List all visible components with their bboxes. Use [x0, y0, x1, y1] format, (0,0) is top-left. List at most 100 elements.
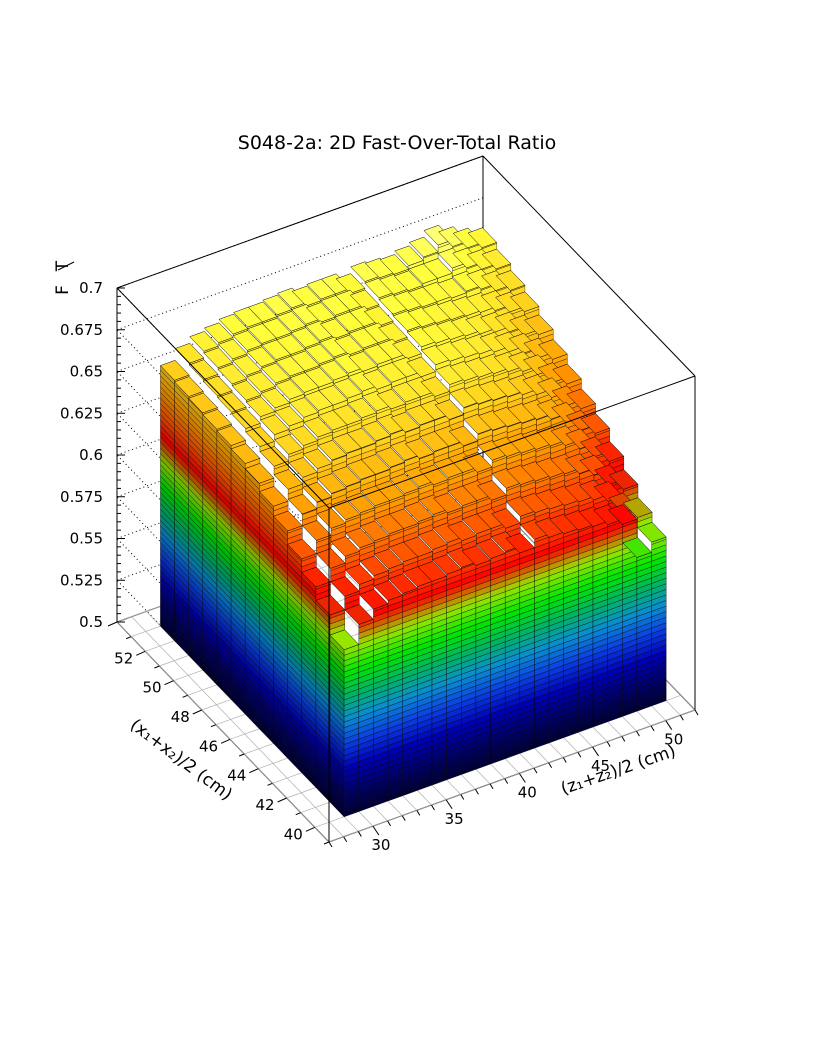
bar-top-face [507, 402, 537, 424]
bar-top-face [159, 360, 190, 381]
bar-top-face [230, 443, 261, 464]
bar-top-face [477, 440, 508, 461]
y-axis-tick [220, 738, 231, 744]
bar-top-face [321, 273, 351, 295]
bar-top-face [393, 290, 423, 311]
bar-top-face [259, 414, 290, 435]
bar-top-face [405, 376, 436, 398]
y-axis-tick [136, 650, 146, 656]
x-axis-tick [562, 757, 567, 763]
bar-top-face [203, 322, 234, 343]
bar-top-face [333, 353, 364, 374]
x-axis-tick [460, 794, 465, 800]
bar-top-face [552, 363, 582, 385]
bar-top-face [394, 245, 424, 266]
bar-top-face [434, 425, 464, 447]
z-axis-title-denominator: T [53, 260, 73, 272]
bar-top-face [480, 311, 510, 333]
bar-top-face [318, 385, 349, 406]
x-axis-tick [518, 773, 526, 783]
x-axis-tick [606, 741, 611, 747]
bar-top-face [464, 357, 495, 378]
x-axis: 30 35 40 45 50 [328, 709, 699, 854]
bar-top-face [247, 301, 278, 323]
z-tick-label: 0.6 [79, 446, 103, 464]
bar-top-face [462, 480, 493, 501]
x-tick-label: 30 [371, 836, 390, 854]
y-axis-tick [295, 812, 301, 816]
x-axis-tick [650, 725, 655, 732]
bar-top-face [491, 468, 522, 489]
bar-top-face [188, 392, 218, 414]
x-axis-tick [489, 783, 494, 790]
bar-top-face [403, 501, 434, 522]
bar-top-face [289, 397, 319, 418]
bar-top-face [378, 322, 408, 343]
bar-top-face [258, 486, 289, 507]
y-tick-label: 50 [142, 679, 161, 697]
bar-top-face [417, 529, 448, 550]
bar-top-face [391, 356, 422, 378]
bar-top-face [203, 347, 234, 368]
bar-top-face [607, 504, 638, 525]
bar-top-face [377, 338, 408, 360]
bar-top-face [217, 392, 247, 413]
y-tick-label: 48 [171, 708, 190, 726]
bar-top-face [262, 294, 293, 316]
bar-top-face [519, 519, 550, 540]
bar-top-face [435, 364, 465, 385]
bar-top-face [260, 362, 291, 384]
bar-top-face [481, 270, 511, 291]
bar-top-face [335, 273, 366, 294]
x-axis-tick [636, 730, 640, 737]
bar-top-face [392, 310, 423, 331]
bar-top-face [350, 261, 380, 282]
bar-top-face [434, 399, 465, 420]
bar-top-face [463, 413, 494, 435]
bar-top-face [538, 339, 568, 360]
bar-top-face [359, 520, 390, 542]
x-tick-label: 35 [445, 810, 464, 828]
bar-top-face [373, 580, 404, 601]
y-tick-label: 42 [256, 796, 275, 814]
bar-top-face [376, 388, 407, 410]
bar-top-face [291, 285, 322, 307]
bar-top-face [329, 629, 360, 651]
bar-top-face [448, 425, 479, 447]
bar-top-face [246, 346, 277, 368]
bar-top-face [316, 508, 347, 529]
bar-top-face [622, 537, 653, 558]
z-tick-label: 0.575 [60, 488, 103, 506]
bar-top-face [535, 457, 566, 478]
bar-top-face [231, 380, 262, 401]
z-axis: 0.5 0.525 0.55 0.575 0.6 0.625 0.65 0.675 0.7 [60, 279, 125, 631]
bar-top-face [436, 299, 467, 320]
z-tick-label: 0.7 [79, 279, 103, 297]
x-axis-tick [665, 720, 673, 730]
x-tick-label: 50 [664, 731, 683, 749]
bar-top-face [359, 555, 390, 577]
bar-top-face [318, 360, 349, 381]
bar-top-face [479, 353, 509, 375]
bar-top-face [333, 378, 363, 399]
bar-top-face [450, 315, 481, 337]
bar-top-face [580, 413, 611, 434]
bar-top-face [304, 367, 335, 388]
bar-top-face [420, 344, 451, 366]
x-axis-tick [694, 709, 699, 716]
bar-top-face [287, 538, 317, 560]
bar-top-face [403, 536, 433, 557]
bar-top-face [509, 291, 540, 312]
bar-top-face [563, 510, 594, 531]
bar-top-face [360, 454, 391, 475]
bar-top-face [334, 334, 364, 356]
bar-top-face [305, 302, 336, 323]
x-axis-tick [474, 788, 479, 795]
bar-top-face [188, 359, 219, 380]
bar-top-face [393, 270, 424, 291]
bar-top-face [406, 356, 436, 378]
bar-top-face [330, 536, 361, 557]
bar-top-face [303, 416, 333, 438]
bar-top-face [523, 314, 554, 335]
